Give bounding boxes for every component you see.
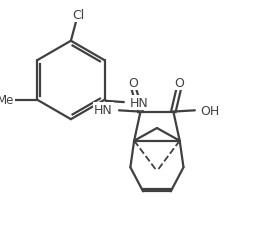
Text: Cl: Cl [72,9,84,22]
Text: O: O [128,77,138,90]
Text: HN: HN [94,104,113,117]
Text: HN: HN [130,96,148,109]
Text: O: O [174,77,184,90]
Text: OH: OH [200,104,220,117]
Text: Me: Me [0,94,15,107]
